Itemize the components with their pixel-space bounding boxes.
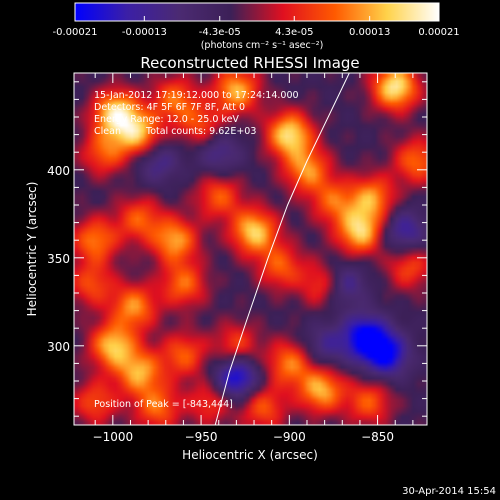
x-tick-label: −1000 [93,430,134,444]
annotation-peak-position: Position of Peak = [-843,444] [94,399,233,410]
colorbar-ticks: -0.00021 -0.00013 -4.3e-05 4.3e-05 0.00013 0.… [53,16,460,38]
colorbar-tick-label: 0.00021 [418,27,459,38]
x-tick-label: −900 [273,430,306,444]
heatmap-image [74,73,427,425]
y-tick-label: 400 [47,164,70,178]
colorbar-tick-label: -4.3e-05 [199,27,241,38]
colorbar-units: (photons cm⁻² s⁻¹ asec⁻²) [201,40,324,51]
solar-limb-curve [214,73,350,425]
heatmap [74,73,427,425]
annotation-detectors: Detectors: 4F 5F 6F 7F 8F, Att 0 [94,102,245,113]
chart-title: Reconstructed RHESSI Image [140,54,359,72]
plot-frame [73,72,428,426]
y-axis-label: Heliocentric Y (arcsec) [25,182,39,317]
annotation-energy-range: Energy Range: 12.0 - 25.0 keV [94,114,239,125]
x-tick-label: −950 [185,430,218,444]
footer-timestamp: 30-Apr-2014 15:54 [402,486,496,497]
y-tick-label: 300 [47,340,70,354]
annotation-time-range: 15-Jan-2012 17:19:12.000 to 17:24:14.000 [94,90,299,101]
colorbar-tick-label: 4.3e-05 [275,27,313,38]
colorbar-tick-label: -0.00021 [53,27,98,38]
x-tick-label: −850 [361,430,394,444]
colorbar-tick-label: 0.00013 [349,27,390,38]
axis-ticks: −1000 −950 −900 −850 300 350 400 [47,73,427,444]
y-tick-label: 350 [47,252,70,266]
colorbar-tick-label: -0.00013 [122,27,167,38]
x-axis-label: Heliocentric X (arcsec) [182,448,318,462]
colorbar [74,2,440,22]
annotation-clean: Clean [94,126,121,137]
annotation-total-counts: Total counts: 9.62E+03 [145,126,256,137]
